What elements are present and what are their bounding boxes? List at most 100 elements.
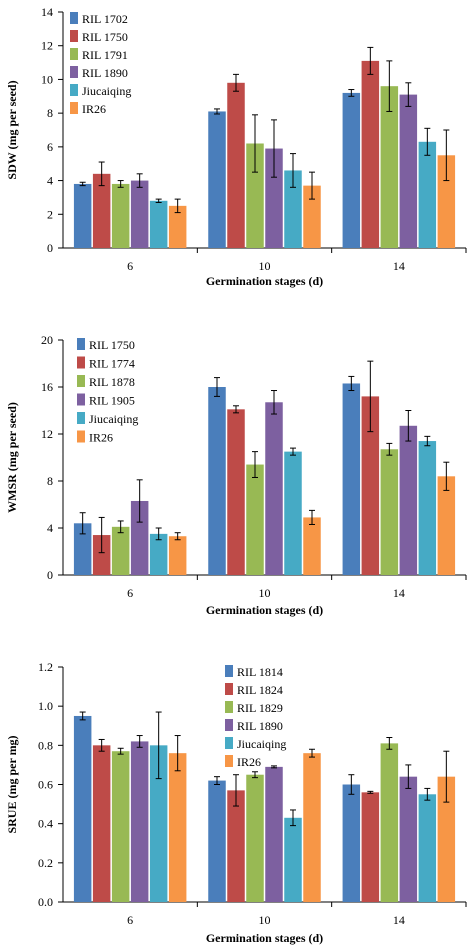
bar [437, 155, 456, 248]
y-tick-label: 12 [41, 427, 53, 441]
bar [437, 776, 456, 902]
bar [208, 387, 226, 575]
legend-swatch [77, 375, 85, 387]
bar [380, 449, 399, 575]
bar [303, 517, 321, 575]
y-tick-label: 1.0 [38, 699, 53, 713]
bar [342, 383, 361, 575]
y-tick-label: 8 [47, 106, 53, 120]
bar [227, 82, 245, 248]
legend-swatch [70, 30, 78, 42]
legend-label: IR26 [237, 755, 261, 769]
legend-swatch [225, 755, 233, 767]
y-tick-label: 4 [47, 521, 53, 535]
legend-label: Jiucaiqing [82, 84, 131, 98]
x-axis-title: Germination stages (d) [206, 603, 323, 617]
legend-label: RIL 1750 [82, 30, 128, 44]
bar [303, 753, 321, 902]
bar [149, 200, 168, 248]
bar [265, 402, 283, 575]
legend-swatch [70, 48, 78, 60]
bar [418, 441, 437, 575]
legend-swatch [225, 719, 233, 731]
bar [92, 173, 111, 248]
y-tick-label: 0.0 [38, 895, 53, 909]
y-tick-label: 0.8 [38, 738, 53, 752]
legend-swatch [225, 665, 233, 677]
bar [168, 536, 187, 575]
bar [265, 766, 283, 902]
bar [361, 60, 380, 249]
bar [208, 111, 226, 248]
bar [380, 743, 399, 902]
bar [246, 464, 264, 575]
y-tick-label: 14 [41, 5, 53, 19]
bar [246, 143, 264, 248]
x-tick-label: 6 [127, 586, 133, 600]
x-axis-title: Germination stages (d) [206, 931, 323, 945]
y-tick-label: 1.2 [38, 660, 53, 674]
legend-label: RIL 1702 [82, 12, 128, 26]
legend-swatch [225, 683, 233, 695]
chart-panel-2: 0.0 0.2 0.4 0.6 0.8 1.0 1.2 6 10 14 SRUE (mg per m… [5, 660, 467, 945]
bar [130, 741, 149, 902]
legend-swatch [70, 102, 78, 114]
legend-swatch [70, 84, 78, 96]
legend-label: RIL 1814 [237, 665, 283, 679]
bar [265, 148, 283, 248]
bar [246, 774, 264, 902]
legend-label: IR26 [89, 431, 113, 445]
legend-swatch [77, 393, 85, 406]
bar [168, 205, 187, 248]
x-axis-title: Germination stages (d) [206, 274, 323, 288]
bar [208, 780, 226, 902]
legend-label: RIL 1905 [89, 394, 135, 408]
bar [437, 476, 456, 575]
bar [73, 523, 92, 575]
legend-label: RIL 1878 [89, 375, 135, 389]
legend-label: RIL 1829 [237, 701, 283, 715]
bar [227, 790, 245, 902]
y-axis-title: SRUE (mg per mg) [5, 735, 19, 833]
y-tick-label: 0.2 [38, 856, 53, 870]
y-tick-label: 0 [47, 568, 53, 582]
x-tick-label: 14 [393, 259, 405, 273]
legend-label: Jiucaiqing [89, 412, 138, 426]
y-tick-label: 0.6 [38, 778, 53, 792]
y-axis-title: SDW (mg per seed) [5, 80, 19, 179]
x-tick-label: 14 [393, 913, 405, 927]
legend-label: Jiucaiqing [237, 737, 286, 751]
bar [399, 776, 418, 902]
x-tick-label: 10 [259, 259, 271, 273]
bar [361, 792, 380, 902]
legend-label: RIL 1750 [89, 338, 135, 352]
y-tick-label: 16 [41, 380, 53, 394]
x-tick-label: 14 [393, 586, 405, 600]
y-tick-label: 4 [47, 174, 53, 188]
y-tick-label: 8 [47, 474, 53, 488]
legend-label: RIL 1774 [89, 357, 135, 371]
legend-swatch [77, 338, 85, 350]
x-tick-label: 10 [259, 586, 271, 600]
legend-swatch [77, 356, 85, 369]
y-tick-label: 0 [47, 241, 53, 255]
y-tick-label: 12 [41, 39, 53, 53]
legend-swatch [77, 430, 85, 443]
y-axis-title: WMSR (mg per seed) [5, 402, 19, 513]
legend-swatch [225, 737, 233, 749]
bar [399, 425, 418, 575]
y-tick-label: 2 [47, 207, 53, 221]
bar [92, 745, 111, 902]
bar [342, 784, 361, 902]
x-tick-label: 10 [259, 913, 271, 927]
legend-label: RIL 1890 [237, 719, 283, 733]
legend-label: IR26 [82, 102, 106, 116]
bar [399, 94, 418, 248]
chart-panel-1: 0 4 8 12 16 20 6 10 14 WMSR (mg per seed) Germinat… [5, 333, 467, 617]
legend-swatch [70, 12, 78, 24]
bar [342, 92, 361, 249]
bar [73, 183, 92, 248]
legend-label: RIL 1791 [82, 48, 128, 62]
bar [130, 500, 149, 575]
